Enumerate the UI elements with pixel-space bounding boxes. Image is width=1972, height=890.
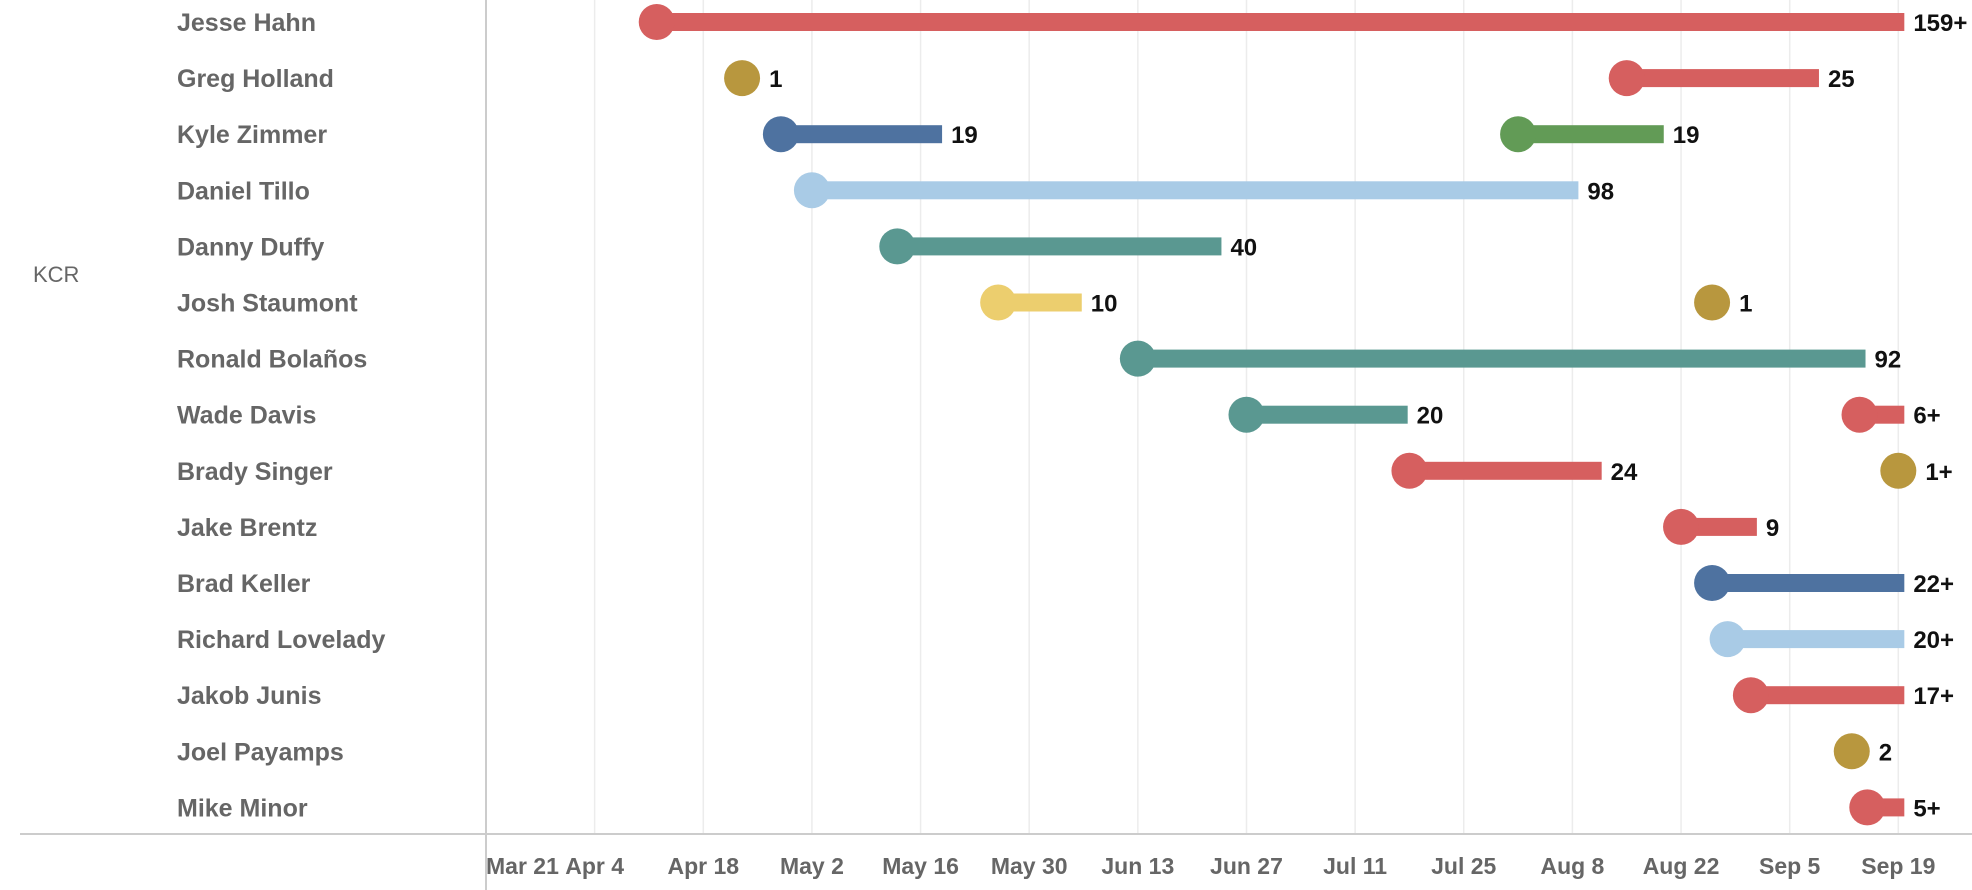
x-tick-label: Aug 8 bbox=[1540, 853, 1604, 879]
player-label: Kyle Zimmer bbox=[177, 121, 327, 149]
stint-bar bbox=[1626, 69, 1819, 88]
stint-bar bbox=[897, 237, 1222, 256]
stint-start-marker bbox=[1694, 565, 1731, 601]
stint-start-marker bbox=[1880, 452, 1917, 489]
stint-start-marker bbox=[1119, 340, 1156, 377]
stint-length-label: 1+ bbox=[1925, 459, 1952, 486]
stint-bars: 159+ 1 25 19 19 98 40 10 1 92 20 6+ 24 1+ 9 22+ 20+ 17+ 2 5… bbox=[638, 4, 1967, 826]
stint-start-marker bbox=[793, 172, 830, 209]
stint-length-label: 19 bbox=[951, 122, 978, 149]
stint-start-marker bbox=[638, 4, 675, 40]
stint-length-label: 2 bbox=[1879, 739, 1892, 766]
team-label: KCR bbox=[33, 262, 79, 287]
player-label: Brady Singer bbox=[177, 458, 333, 486]
stint-start-marker bbox=[1228, 396, 1265, 433]
stint-start-marker bbox=[724, 60, 761, 97]
stint-bar bbox=[656, 13, 1905, 31]
player-label: Ronald Bolaños bbox=[177, 346, 367, 374]
stint-bar bbox=[1727, 630, 1905, 649]
stint-start-marker bbox=[879, 228, 916, 265]
stint-length-label: 25 bbox=[1828, 66, 1855, 93]
stint-length-label: 6+ bbox=[1913, 403, 1940, 430]
stint-start-marker bbox=[1732, 677, 1769, 714]
stint-length-label: 20+ bbox=[1913, 627, 1954, 654]
stint-bar bbox=[1712, 574, 1905, 592]
stint-length-label: 98 bbox=[1587, 178, 1614, 205]
stint-length-label: 19 bbox=[1673, 122, 1700, 149]
stint-length-label: 9 bbox=[1766, 515, 1779, 542]
player-label: Jakob Junis bbox=[177, 682, 322, 710]
stint-start-marker bbox=[1608, 60, 1645, 97]
stint-length-label: 17+ bbox=[1913, 683, 1954, 710]
player-label: Jake Brentz bbox=[177, 514, 317, 542]
player-label: Mike Minor bbox=[177, 794, 308, 822]
stint-length-label: 159+ bbox=[1913, 10, 1967, 37]
stint-bar bbox=[1409, 461, 1602, 480]
stint-start-marker bbox=[1841, 396, 1878, 433]
x-tick-label: Sep 19 bbox=[1861, 853, 1935, 879]
player-label: Wade Davis bbox=[177, 402, 316, 430]
stint-length-label: 24 bbox=[1611, 459, 1638, 486]
player-label: Jesse Hahn bbox=[177, 9, 316, 37]
stint-length-label: 92 bbox=[1875, 347, 1902, 374]
player-label: Daniel Tillo bbox=[177, 177, 310, 205]
stint-start-marker bbox=[1833, 733, 1870, 770]
x-tick-label: May 16 bbox=[882, 853, 959, 879]
stint-bar bbox=[998, 293, 1082, 312]
stint-length-label: 40 bbox=[1230, 234, 1257, 261]
x-tick-label: Apr 18 bbox=[667, 853, 739, 879]
stint-bar bbox=[1246, 405, 1408, 424]
stint-length-label: 22+ bbox=[1913, 571, 1954, 598]
player-label: Brad Keller bbox=[177, 570, 311, 598]
x-tick-label: Sep 5 bbox=[1759, 853, 1821, 879]
stint-bar bbox=[1518, 125, 1664, 144]
stint-length-label: 10 bbox=[1091, 291, 1118, 318]
x-tick-label: Jun 13 bbox=[1101, 853, 1174, 879]
player-label: Greg Holland bbox=[177, 65, 334, 93]
stint-start-marker bbox=[1391, 452, 1428, 489]
stint-length-label: 1 bbox=[769, 66, 782, 93]
stint-bar bbox=[1681, 517, 1757, 536]
x-tick-label: May 2 bbox=[780, 853, 844, 879]
stint-start-marker bbox=[1694, 284, 1731, 321]
stint-length-label: 20 bbox=[1417, 403, 1444, 430]
x-axis-ticks: Mar 21 Apr 4 Apr 18 May 2 May 16 May 30 Jun 13… bbox=[486, 853, 1935, 879]
player-label: Richard Lovelady bbox=[177, 626, 385, 654]
stint-start-marker bbox=[980, 284, 1017, 321]
player-labels: Jesse Hahn Greg Holland Kyle Zimmer Daniel … bbox=[177, 9, 385, 822]
stint-bar bbox=[1750, 686, 1905, 705]
x-tick-label: May 30 bbox=[991, 853, 1068, 879]
x-tick-label: Jun 27 bbox=[1210, 853, 1283, 879]
x-tick-label: Jul 25 bbox=[1431, 853, 1496, 879]
stint-start-marker bbox=[762, 116, 799, 153]
x-tick-label: Mar 21 bbox=[486, 853, 559, 879]
stint-bar bbox=[811, 181, 1579, 200]
player-label: Josh Staumont bbox=[177, 290, 358, 318]
x-tick-label: Aug 22 bbox=[1643, 853, 1720, 879]
stint-start-marker bbox=[1500, 116, 1537, 153]
x-tick-label: Apr 4 bbox=[565, 853, 624, 879]
player-label: Joel Payamps bbox=[177, 738, 344, 766]
x-tick-label: Jul 11 bbox=[1323, 853, 1387, 879]
stint-length-label: 1 bbox=[1739, 291, 1752, 318]
stint-length-label: 5+ bbox=[1913, 795, 1940, 822]
player-label: Danny Duffy bbox=[177, 233, 324, 261]
stint-start-marker bbox=[1849, 789, 1886, 826]
stint-start-marker bbox=[1663, 508, 1700, 545]
stint-bar bbox=[1137, 349, 1866, 368]
stint-start-marker bbox=[1709, 621, 1746, 658]
stint-bar bbox=[780, 125, 943, 144]
